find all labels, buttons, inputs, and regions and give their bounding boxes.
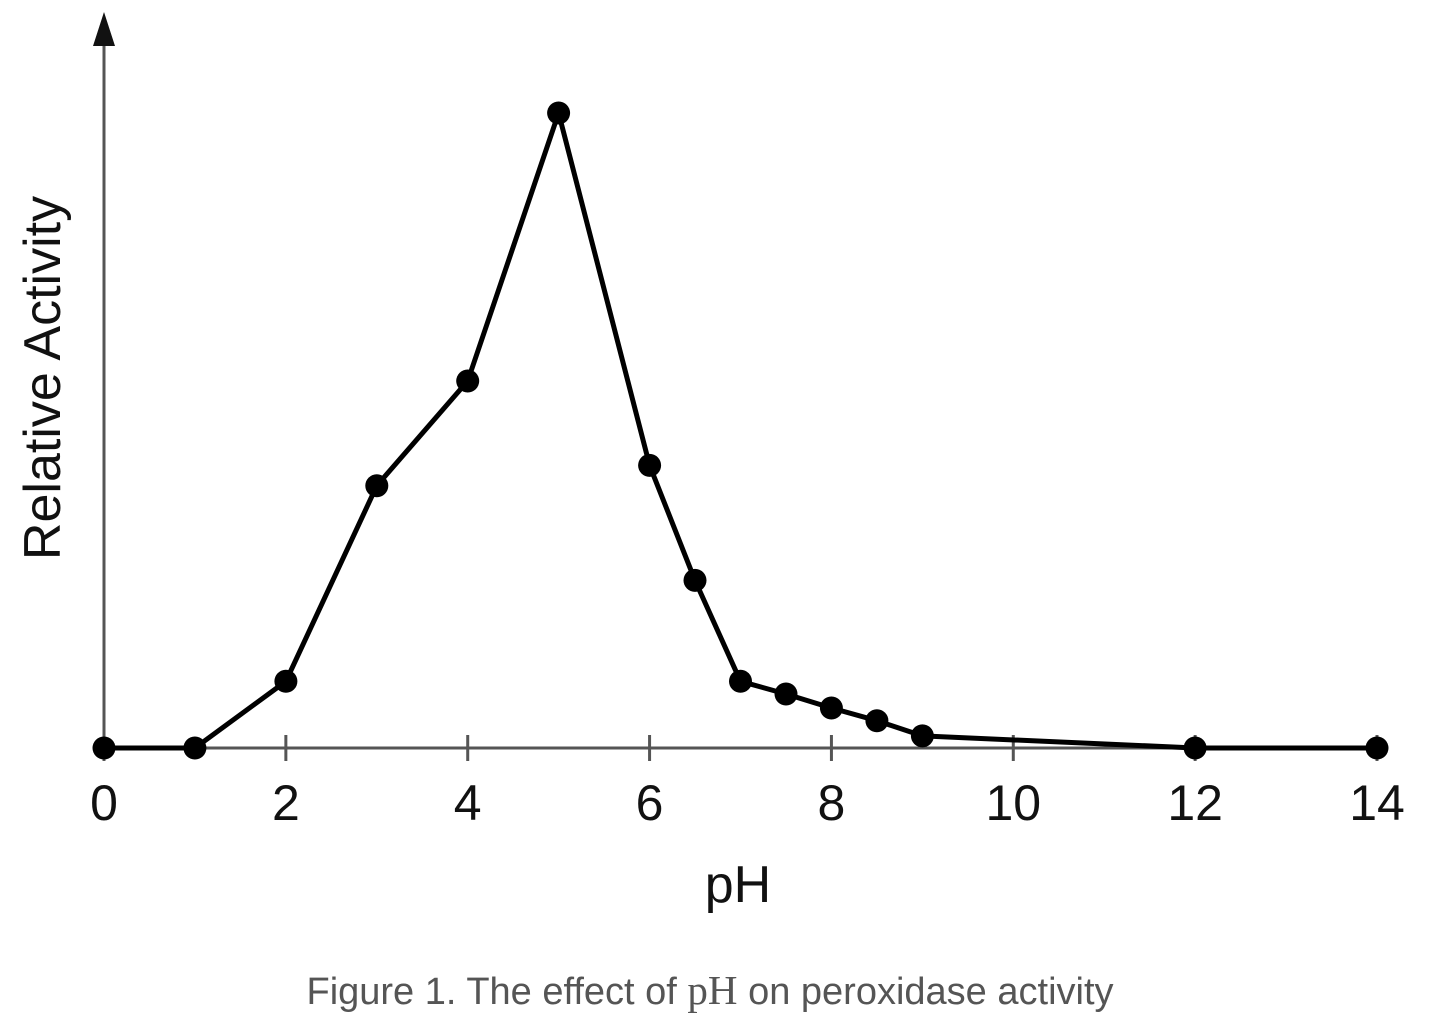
data-point [274, 669, 298, 693]
y-axis-title: Relative Activity [14, 196, 72, 560]
data-points [92, 101, 1389, 760]
x-ticks: 0 2 4 6 8 10 12 14 [90, 735, 1405, 831]
x-tick-label: 6 [636, 775, 664, 831]
caption-math: pH [687, 967, 738, 1013]
x-axis-title: pH [705, 856, 771, 914]
data-point [729, 669, 752, 693]
caption-suffix: on peroxidase activity [737, 971, 1114, 1013]
caption-prefix: Figure 1. The effect of [306, 971, 688, 1013]
data-point [819, 696, 843, 720]
x-tick-label: 8 [818, 775, 846, 831]
y-axis-arrow [93, 12, 115, 46]
x-tick-label: 10 [985, 775, 1041, 831]
data-point [1183, 736, 1207, 760]
series-line [104, 110, 1377, 751]
data-point [865, 709, 889, 733]
data-point [910, 724, 934, 748]
x-tick-label: 12 [1167, 775, 1223, 831]
x-tick-label: 2 [272, 775, 300, 831]
series-line-layer [104, 110, 1377, 751]
data-point [456, 369, 480, 393]
figure-caption: Figure 1. The effect of pH on peroxidase… [0, 966, 1420, 1014]
data-point [1365, 736, 1389, 760]
data-point [547, 101, 571, 125]
data-point [683, 568, 707, 592]
data-point [638, 453, 662, 477]
x-tick-label: 4 [454, 775, 482, 831]
x-tick-label: 14 [1349, 775, 1405, 831]
data-point [183, 736, 207, 760]
data-point [92, 736, 116, 760]
data-point [774, 682, 798, 706]
axes [93, 12, 1381, 750]
x-tick-label: 0 [90, 775, 118, 831]
chart: 0 2 4 6 8 10 12 14 pH Relative Activity [14, 12, 1405, 914]
data-point [365, 474, 389, 498]
